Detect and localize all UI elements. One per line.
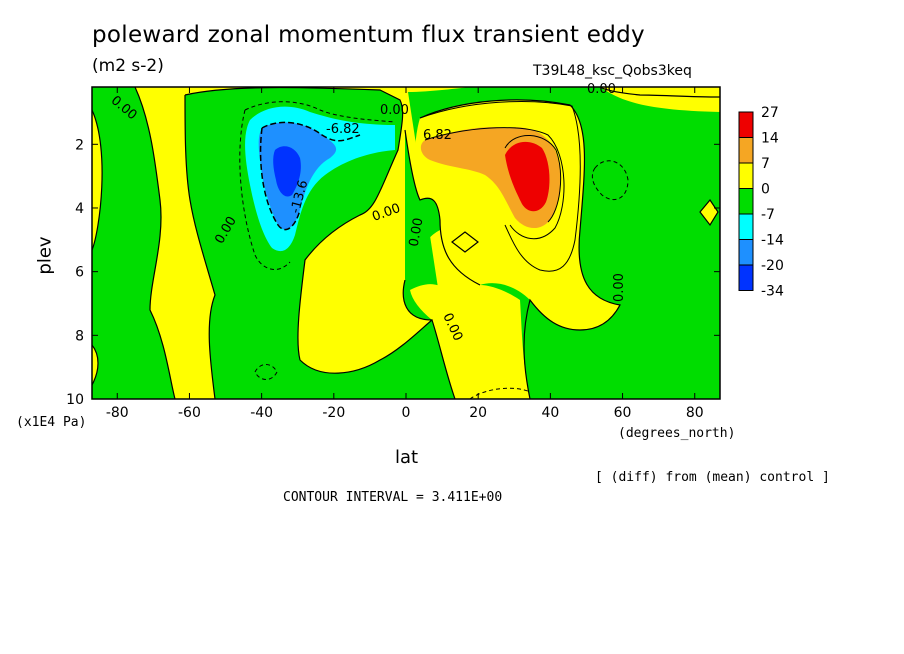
colorbar-label: 7 — [761, 156, 770, 172]
colorbar-swatch — [738, 239, 754, 266]
y-axis-units: (x1E4 Pa) — [16, 415, 87, 430]
contour-label-zero-7: 0.00 — [612, 273, 627, 302]
y-tick-label: 8 — [75, 328, 84, 344]
contour-label-zero-5: 0.00 — [407, 217, 427, 248]
contour-lines — [239, 101, 629, 400]
contour-label-zero-6: 0.00 — [587, 82, 616, 97]
red-region-northern — [505, 141, 550, 212]
colorbar-label: 27 — [761, 105, 779, 121]
x-axis-ticks: -80 -60 -40 -20 0 20 40 60 80 — [106, 87, 704, 421]
x-tick-label: 20 — [469, 405, 487, 421]
green-region-eq-correction — [405, 130, 440, 280]
contour-solid-north-mid — [424, 127, 565, 239]
x-tick-label: 80 — [686, 405, 704, 421]
diff-note: [ (diff) from (mean) control ] — [595, 470, 830, 485]
zero-contour-top-right — [599, 86, 721, 98]
contour-dashed-inner-south — [259, 121, 361, 231]
contour-dashed-bottom-mid — [469, 387, 531, 400]
x-tick-label: 60 — [614, 405, 632, 421]
contour-interval: CONTOUR INTERVAL = 3.411E+00 — [283, 490, 503, 505]
x-tick-label: 0 — [402, 405, 411, 421]
x-tick-label: -40 — [250, 405, 273, 421]
contour-dashed-outer-south — [239, 101, 396, 270]
zero-contour-southern-midlat — [184, 86, 456, 400]
y-tick-label: 10 — [66, 392, 84, 408]
x-tick-label: 40 — [541, 405, 559, 421]
colorbar-swatch — [738, 111, 754, 138]
chart-title: poleward zonal momentum flux transient e… — [92, 22, 645, 48]
colorbar-swatch — [738, 162, 754, 189]
colorbar-swatch — [738, 213, 754, 240]
y-axis-ticks: 2 4 6 8 10 — [66, 137, 720, 408]
colorbar-label: -14 — [761, 233, 784, 249]
x-axis-units: (degrees_north) — [618, 426, 736, 441]
colorbar-label: -20 — [761, 258, 784, 274]
chart-units: (m2 s-2) — [92, 56, 164, 76]
zero-contour-north — [419, 99, 621, 400]
yellow-region-eq-tongue — [410, 284, 520, 399]
colorbar-label: -34 — [761, 284, 784, 300]
colorbar-label: 14 — [761, 131, 779, 147]
colorbar-swatch — [738, 188, 754, 215]
colorbar: 27 14 7 0 -7 -14 -20 -34 — [738, 105, 784, 300]
contour-dashed-north-pole — [591, 160, 629, 200]
zero-contour-left-edge — [91, 109, 103, 386]
zero-contour-eq-patch — [451, 231, 479, 253]
contour-label-neg-6: -6.82 — [326, 122, 360, 137]
plot-area: 0.00 -6.82 0.00 -13.6 0.00 0.00 0.00 6.8… — [91, 82, 721, 400]
contour-solid-north-inner — [504, 135, 562, 223]
zero-contour-equator — [402, 129, 481, 321]
yellow-top-right — [600, 87, 720, 97]
colorbar-swatch — [738, 137, 754, 164]
x-tick-label: -80 — [106, 405, 129, 421]
run-label: T39L48_ksc_Qobs3keq — [533, 63, 692, 79]
green-region-south-pole — [92, 87, 175, 399]
zero-contour-np-patch — [699, 198, 719, 227]
contour-solid-north-outer — [419, 101, 581, 272]
x-axis-label: lat — [395, 447, 419, 468]
x-tick-label: -20 — [322, 405, 345, 421]
colorbar-label: -7 — [761, 207, 775, 223]
zero-contours — [91, 86, 721, 400]
y-tick-label: 2 — [75, 137, 84, 153]
contour-dashed-bottom-left — [254, 364, 278, 380]
y-tick-label: 4 — [75, 201, 84, 217]
contour-label-pos-6: 6.82 — [423, 128, 452, 143]
x-tick-label: -60 — [178, 405, 201, 421]
zero-contour-south-pole — [134, 86, 176, 400]
darkblue-region-southern — [273, 146, 301, 197]
y-tick-label: 6 — [75, 265, 84, 281]
colorbar-swatch — [738, 264, 754, 291]
contour-label-zero-2: 0.00 — [380, 103, 409, 118]
colorbar-label: 0 — [761, 182, 770, 198]
